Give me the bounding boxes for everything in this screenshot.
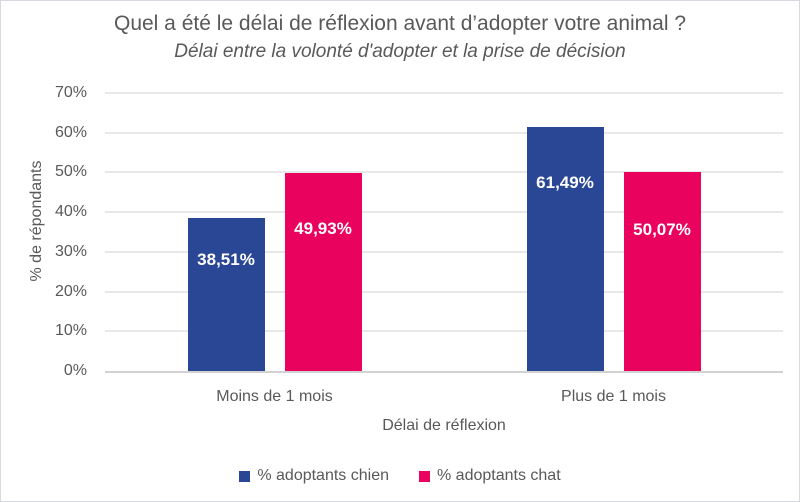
y-tick-label: 30% (54, 242, 87, 260)
gridline-10% (105, 330, 783, 333)
gridline-40% (105, 211, 783, 214)
bar-data-label: 38,51% (197, 250, 255, 270)
bar-chat-2: 50,07% (623, 172, 701, 371)
y-tick-label: 20% (54, 282, 87, 300)
bar-chat-1: 49,93% (284, 172, 362, 371)
chart-title: Quel a été le délai de réflexion avant d… (113, 12, 687, 35)
y-tick-label: 70% (54, 84, 87, 101)
chart-subtitle: Délai entre la volonté d'adopter et la p… (174, 41, 626, 62)
x-category-label: Moins de 1 mois (216, 388, 333, 405)
legend-label: % adoptants chat (437, 467, 561, 484)
legend-swatch-icon (239, 470, 251, 482)
y-tick-label: 40% (54, 203, 87, 221)
gridline-20% (105, 290, 783, 293)
legend-item-chat: % adoptants chat (419, 467, 561, 485)
bar-chien-1: 38,51% (187, 218, 265, 371)
legend-swatch-icon (419, 470, 430, 482)
legend-item-chien: % adoptants chien (239, 467, 389, 485)
gridline-30% (105, 250, 783, 253)
gridline-60% (105, 131, 783, 134)
y-tick-label: 60% (54, 123, 87, 141)
legend-label: % adoptants chien (257, 467, 389, 484)
bar-chien-2: 61,49% (526, 126, 604, 371)
legend: % adoptants chien % adoptants chat (1, 467, 799, 485)
bar-data-label: 49,93% (294, 218, 352, 238)
bar-data-label: 61,49% (536, 172, 594, 192)
y-tick-label: 0% (63, 362, 87, 379)
gridline-50% (105, 171, 783, 174)
x-axis-line (105, 371, 783, 373)
y-tick-label: 10% (54, 322, 87, 340)
y-tick-label: 50% (54, 163, 87, 181)
bar-data-label: 50,07% (633, 220, 691, 240)
x-category-label: Plus de 1 mois (561, 388, 666, 405)
gridline-70% (105, 92, 783, 94)
x-axis-title: Délai de réflexion (382, 417, 506, 434)
